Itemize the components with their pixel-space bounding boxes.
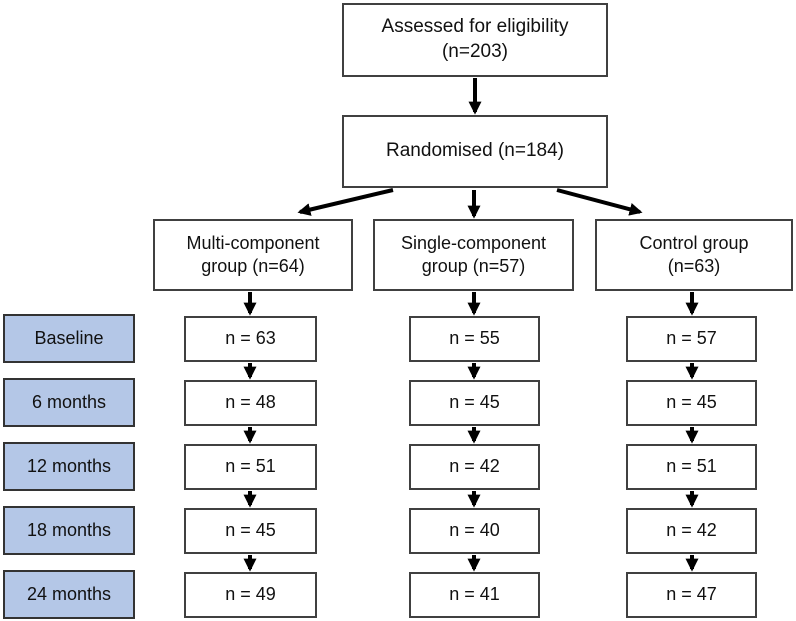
- timepoint-12-months: 12 months: [3, 442, 135, 491]
- group-line1: Multi-component: [186, 232, 320, 253]
- count-label: n = 45: [225, 520, 276, 541]
- group-box-control: Control group (n=63): [595, 219, 793, 291]
- count-box-control-18-months: n = 42: [626, 508, 757, 554]
- count-label: n = 45: [449, 392, 500, 413]
- timepoint-label: 12 months: [26, 455, 112, 476]
- count-label: n = 49: [225, 584, 276, 605]
- count-box-multi-baseline: n = 63: [184, 316, 317, 362]
- group-line2: (n=63): [667, 256, 721, 276]
- timepoint-18-months: 18 months: [3, 506, 135, 555]
- group-line1: Control group: [639, 232, 749, 253]
- timepoint-label: 24 months: [26, 583, 112, 604]
- timepoint-6-months: 6 months: [3, 378, 135, 427]
- count-box-multi-24-months: n = 49: [184, 572, 317, 618]
- timepoint-24-months: 24 months: [3, 570, 135, 619]
- count-box-single-24-months: n = 41: [409, 572, 540, 618]
- group-line2: group (n=57): [421, 256, 526, 276]
- count-box-single-6-months: n = 45: [409, 380, 540, 426]
- count-box-single-12-months: n = 42: [409, 444, 540, 490]
- assessed-line1: Assessed for eligibility: [381, 16, 569, 38]
- timepoint-label: 18 months: [26, 519, 112, 540]
- count-label: n = 57: [666, 328, 717, 349]
- timepoint-baseline: Baseline: [3, 314, 135, 363]
- group-box-single-component: Single-component group (n=57): [373, 219, 574, 291]
- count-label: n = 45: [666, 392, 717, 413]
- assessed-box: Assessed for eligibility (n=203): [342, 3, 608, 77]
- count-box-control-6-months: n = 45: [626, 380, 757, 426]
- count-box-single-18-months: n = 40: [409, 508, 540, 554]
- group-line1: Single-component: [400, 232, 547, 253]
- count-label: n = 55: [449, 328, 500, 349]
- count-label: n = 51: [225, 456, 276, 477]
- count-box-multi-6-months: n = 48: [184, 380, 317, 426]
- count-label: n = 42: [449, 456, 500, 477]
- count-box-control-12-months: n = 51: [626, 444, 757, 490]
- count-label: n = 41: [449, 584, 500, 605]
- count-label: n = 47: [666, 584, 717, 605]
- count-box-control-baseline: n = 57: [626, 316, 757, 362]
- count-label: n = 40: [449, 520, 500, 541]
- count-label: n = 42: [666, 520, 717, 541]
- count-label: n = 48: [225, 392, 276, 413]
- count-box-multi-18-months: n = 45: [184, 508, 317, 554]
- count-box-single-baseline: n = 55: [409, 316, 540, 362]
- count-label: n = 63: [225, 328, 276, 349]
- count-box-multi-12-months: n = 51: [184, 444, 317, 490]
- group-box-multi-component: Multi-component group (n=64): [153, 219, 353, 291]
- group-line2: group (n=64): [201, 256, 305, 276]
- randomised-box: Randomised (n=184): [342, 115, 608, 188]
- assessed-line2: (n=203): [441, 41, 509, 62]
- count-box-control-24-months: n = 47: [626, 572, 757, 618]
- timepoint-label: 6 months: [31, 391, 107, 412]
- arrow-randomised-to-group3: [556, 188, 643, 216]
- count-label: n = 51: [666, 456, 717, 477]
- arrow-randomised-to-group1: [297, 188, 394, 216]
- timepoint-label: Baseline: [34, 327, 104, 348]
- randomised-label: Randomised (n=184): [386, 140, 564, 162]
